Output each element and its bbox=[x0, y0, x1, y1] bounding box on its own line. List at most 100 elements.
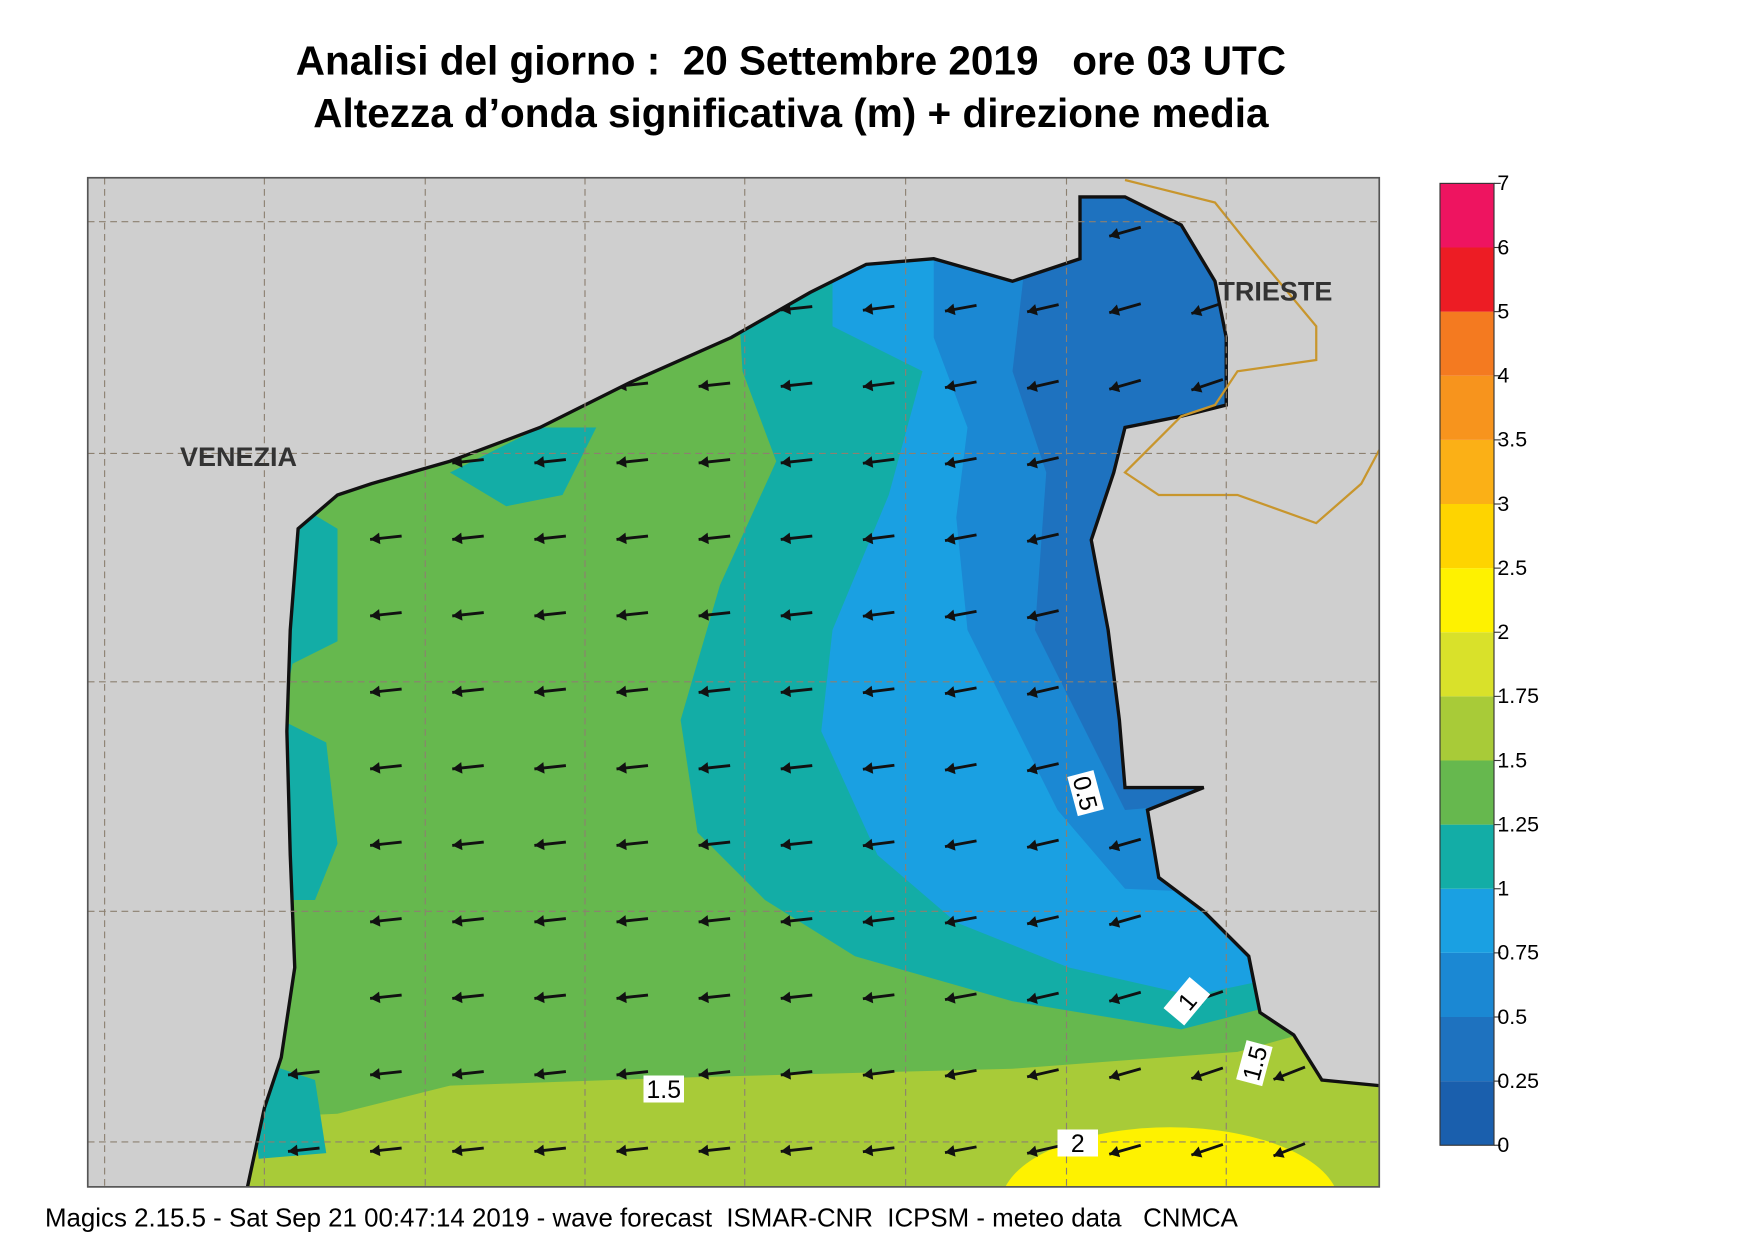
direction-arrow-head bbox=[616, 1144, 627, 1157]
colorbar-segment bbox=[1440, 824, 1494, 889]
direction-arrow-head bbox=[370, 838, 381, 851]
direction-arrow-head bbox=[1191, 1069, 1203, 1081]
direction-arrow-head bbox=[698, 838, 709, 851]
colorbar: 0 0.25 0.5 0.75 1 1.25 1.5 1.75 2 2.5 3 3.5 4 5 6 7 bbox=[1439, 171, 1539, 1157]
direction-arrow-head bbox=[1109, 840, 1121, 852]
direction-arrow-head bbox=[1273, 1146, 1285, 1158]
colorbar-label: 2.5 bbox=[1497, 556, 1527, 580]
direction-arrow-head bbox=[616, 609, 627, 621]
title: Analisi del giorno : 20 Settembre 2019 o… bbox=[296, 37, 1286, 83]
direction-arrow-head bbox=[698, 1144, 709, 1157]
direction-arrow-head bbox=[862, 303, 874, 315]
direction-arrow-head bbox=[616, 991, 627, 1004]
direction-arrow-head bbox=[452, 532, 463, 545]
direction-arrow-head bbox=[945, 303, 956, 316]
direction-arrow-head bbox=[698, 379, 709, 392]
contour-label: 1.5 bbox=[1236, 1040, 1273, 1087]
footer: Magics 2.15.5 - Sat Sep 21 00:47:14 2019… bbox=[45, 1204, 1239, 1232]
direction-arrow-head bbox=[945, 915, 956, 928]
colorbar-segment bbox=[1440, 760, 1494, 825]
direction-arrow-head bbox=[1027, 763, 1038, 775]
direction-arrow-head bbox=[452, 685, 463, 698]
colorbar-label: 0.5 bbox=[1497, 1005, 1527, 1029]
colorbar-segment bbox=[1440, 439, 1494, 504]
direction-arrow-head bbox=[698, 991, 709, 1004]
colorbar-segment bbox=[1440, 183, 1494, 248]
direction-arrow-head bbox=[780, 379, 791, 392]
direction-arrow-head bbox=[698, 609, 709, 621]
direction-arrow-head bbox=[862, 532, 874, 545]
direction-arrow-head bbox=[616, 838, 627, 851]
direction-arrow-head bbox=[452, 991, 463, 1004]
direction-arrow-head bbox=[534, 915, 545, 927]
direction-arrow-head bbox=[1273, 1070, 1285, 1082]
colorbar-segment bbox=[1440, 375, 1494, 440]
direction-arrow-head bbox=[616, 915, 627, 927]
direction-arrow-head bbox=[370, 532, 381, 545]
direction-arrow-head bbox=[1027, 304, 1038, 316]
direction-arrow-head bbox=[862, 915, 874, 927]
colorbar-segment bbox=[1440, 568, 1494, 633]
colorbar-segment bbox=[1440, 1081, 1494, 1146]
contour-label-bg bbox=[1067, 770, 1104, 817]
colorbar-label: 1 bbox=[1497, 877, 1509, 901]
place-label: VENEZIA bbox=[180, 442, 297, 472]
direction-arrow-head bbox=[780, 456, 791, 468]
direction-arrow-head bbox=[1027, 457, 1038, 469]
direction-arrow-head bbox=[534, 1144, 545, 1157]
direction-arrow-head bbox=[862, 609, 874, 621]
direction-arrow-head bbox=[616, 456, 627, 468]
colorbar-segment bbox=[1440, 632, 1494, 697]
direction-arrow-head bbox=[945, 380, 956, 392]
direction-arrow-head bbox=[534, 762, 545, 774]
colorbar-label: 5 bbox=[1497, 299, 1509, 323]
colorbar-segment bbox=[1440, 247, 1494, 312]
colorbar-segment bbox=[1440, 952, 1494, 1017]
direction-arrow-head bbox=[780, 991, 791, 1004]
direction-arrow-head bbox=[945, 762, 956, 775]
contour-label: 1 bbox=[1163, 977, 1211, 1026]
colorbar-label: 3.5 bbox=[1497, 428, 1527, 452]
contour-label: 2 bbox=[1057, 1129, 1098, 1158]
graticule bbox=[87, 177, 1380, 1187]
direction-arrow-head bbox=[945, 533, 956, 545]
direction-arrow-head bbox=[862, 991, 874, 1004]
direction-arrow-head bbox=[534, 609, 545, 621]
direction-arrow-head bbox=[780, 685, 791, 698]
direction-arrow-head bbox=[616, 1068, 627, 1080]
direction-arrow-head bbox=[1027, 380, 1038, 392]
colorbar-segment bbox=[1440, 888, 1494, 953]
contour-label-bg bbox=[1163, 977, 1211, 1026]
direction-arrow-head bbox=[452, 838, 463, 851]
colorbar-segment bbox=[1440, 311, 1494, 376]
direction-arrow-head bbox=[862, 1144, 874, 1157]
direction-arrow-head bbox=[780, 532, 791, 545]
direction-arrow-head bbox=[945, 1145, 956, 1157]
colorbar-label: 0 bbox=[1497, 1133, 1509, 1157]
direction-arrow-head bbox=[370, 915, 381, 927]
direction-arrow-head bbox=[780, 915, 791, 927]
direction-arrow-head bbox=[1109, 993, 1121, 1005]
colorbar-label: 4 bbox=[1497, 364, 1509, 388]
direction-arrow-head bbox=[1191, 304, 1203, 316]
subtitle: Altezza d’onda significativa (m) + direz… bbox=[313, 90, 1269, 136]
direction-arrow-head bbox=[370, 762, 381, 774]
direction-arrow-head bbox=[698, 1068, 709, 1080]
direction-arrow-head bbox=[370, 685, 381, 698]
plot-frame bbox=[86, 176, 1381, 1188]
direction-arrow-head bbox=[780, 762, 791, 774]
direction-arrow-head bbox=[616, 685, 627, 698]
colorbar-label: 0.25 bbox=[1497, 1069, 1539, 1093]
direction-arrow-head bbox=[698, 915, 709, 927]
contour-label-text: 2 bbox=[1071, 1131, 1085, 1158]
border bbox=[1123, 178, 1380, 525]
colorbar-frame bbox=[1439, 182, 1495, 1146]
direction-arrow-head bbox=[862, 1068, 874, 1080]
coastline bbox=[245, 195, 1380, 1187]
place-label: TRIESTE bbox=[1218, 276, 1332, 306]
direction-arrow-head bbox=[616, 532, 627, 545]
colorbar-label: 3 bbox=[1497, 492, 1509, 516]
direction-arrow-head bbox=[452, 915, 463, 927]
colorbar-label: 6 bbox=[1497, 235, 1509, 259]
direction-arrow-head bbox=[1027, 839, 1038, 851]
